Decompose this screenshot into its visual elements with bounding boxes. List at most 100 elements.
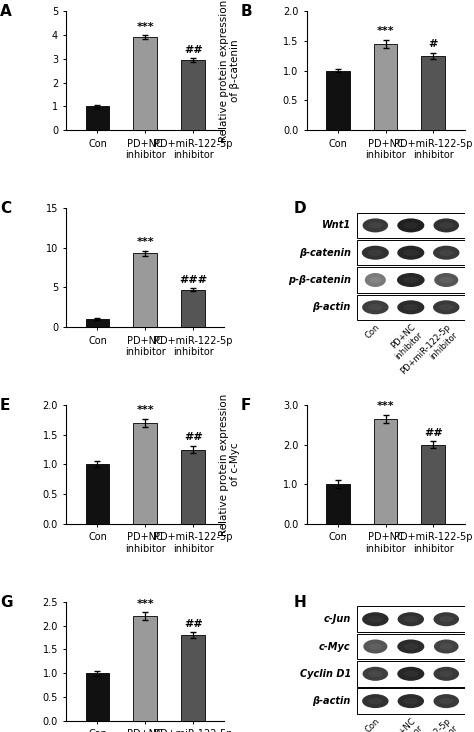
- Ellipse shape: [434, 640, 458, 654]
- Bar: [85, 673, 109, 721]
- Bar: [374, 419, 398, 524]
- Text: ##: ##: [424, 427, 443, 438]
- Ellipse shape: [368, 223, 383, 228]
- Bar: [85, 464, 109, 524]
- Text: PD+miR-122-5p
inhibitor: PD+miR-122-5p inhibitor: [399, 716, 460, 732]
- Text: ###: ###: [179, 274, 207, 285]
- Ellipse shape: [403, 643, 418, 650]
- Ellipse shape: [363, 667, 388, 681]
- Text: PD+miR-122-5p
inhibitor: PD+miR-122-5p inhibitor: [399, 322, 460, 384]
- Text: Con: Con: [364, 716, 382, 732]
- Ellipse shape: [439, 223, 453, 228]
- Ellipse shape: [403, 277, 419, 283]
- Text: p-β-catenin: p-β-catenin: [288, 275, 351, 285]
- Ellipse shape: [434, 273, 458, 287]
- Bar: [357, 634, 465, 660]
- Ellipse shape: [433, 218, 459, 233]
- Text: β-actin: β-actin: [312, 696, 351, 706]
- Text: D: D: [294, 201, 307, 216]
- Text: c-Jun: c-Jun: [323, 614, 351, 624]
- Ellipse shape: [397, 667, 424, 681]
- Ellipse shape: [439, 643, 453, 650]
- Text: ***: ***: [137, 22, 154, 31]
- Ellipse shape: [433, 667, 459, 681]
- Ellipse shape: [397, 300, 424, 314]
- Text: β-catenin: β-catenin: [299, 247, 351, 258]
- Bar: [181, 60, 205, 130]
- Ellipse shape: [368, 250, 383, 256]
- Ellipse shape: [433, 300, 459, 314]
- Text: PD+NC
inhibitor: PD+NC inhibitor: [386, 716, 425, 732]
- Ellipse shape: [397, 218, 424, 233]
- Bar: [133, 422, 157, 524]
- Text: ***: ***: [137, 599, 154, 608]
- Ellipse shape: [433, 694, 459, 708]
- Text: ***: ***: [137, 405, 154, 415]
- Bar: [357, 267, 465, 293]
- Text: G: G: [0, 594, 12, 610]
- Text: ***: ***: [137, 237, 154, 247]
- Bar: [133, 616, 157, 721]
- Bar: [181, 449, 205, 524]
- Text: ##: ##: [184, 619, 202, 629]
- Text: E: E: [0, 397, 10, 413]
- Bar: [357, 661, 465, 687]
- Text: H: H: [294, 594, 307, 610]
- Bar: [421, 444, 446, 524]
- Bar: [85, 106, 109, 130]
- Ellipse shape: [403, 616, 418, 622]
- Ellipse shape: [440, 277, 453, 283]
- Text: Wnt1: Wnt1: [322, 220, 351, 231]
- Y-axis label: Relative protein expression
of c-Myc: Relative protein expression of c-Myc: [219, 393, 240, 536]
- Bar: [357, 688, 465, 714]
- Bar: [326, 71, 350, 130]
- Text: F: F: [240, 397, 251, 413]
- Text: ##: ##: [184, 433, 202, 442]
- Text: ***: ***: [377, 401, 394, 411]
- Bar: [181, 635, 205, 721]
- Text: c-Myc: c-Myc: [319, 641, 351, 651]
- Ellipse shape: [433, 612, 459, 627]
- Text: B: B: [240, 4, 252, 19]
- Bar: [133, 37, 157, 130]
- Ellipse shape: [362, 612, 389, 627]
- Text: Con: Con: [364, 322, 382, 340]
- Ellipse shape: [439, 671, 453, 677]
- Ellipse shape: [368, 698, 383, 704]
- Text: Cyclin D1: Cyclin D1: [300, 669, 351, 679]
- Text: β-actin: β-actin: [312, 302, 351, 313]
- Ellipse shape: [368, 304, 383, 310]
- Bar: [357, 213, 465, 238]
- Bar: [181, 290, 205, 327]
- Ellipse shape: [397, 640, 424, 654]
- Ellipse shape: [403, 223, 418, 228]
- Ellipse shape: [398, 694, 424, 708]
- Ellipse shape: [439, 304, 454, 310]
- Bar: [374, 44, 398, 130]
- Ellipse shape: [370, 277, 381, 283]
- Ellipse shape: [439, 250, 454, 256]
- Ellipse shape: [363, 218, 388, 233]
- Text: ***: ***: [377, 26, 394, 36]
- Bar: [357, 294, 465, 320]
- Text: C: C: [0, 201, 11, 216]
- Ellipse shape: [397, 246, 424, 260]
- Ellipse shape: [369, 643, 382, 650]
- Bar: [133, 253, 157, 327]
- Ellipse shape: [362, 694, 389, 708]
- Ellipse shape: [403, 304, 418, 310]
- Ellipse shape: [368, 671, 383, 677]
- Y-axis label: Relative protein expression
of β-catenin: Relative protein expression of β-catenin: [219, 0, 240, 142]
- Ellipse shape: [365, 273, 386, 287]
- Ellipse shape: [403, 671, 418, 677]
- Ellipse shape: [363, 640, 387, 654]
- Ellipse shape: [368, 616, 383, 622]
- Text: A: A: [0, 4, 12, 19]
- Text: #: #: [428, 40, 438, 49]
- Bar: [357, 240, 465, 266]
- Ellipse shape: [403, 698, 418, 704]
- Ellipse shape: [433, 246, 459, 260]
- Ellipse shape: [398, 612, 424, 627]
- Ellipse shape: [439, 698, 453, 704]
- Ellipse shape: [403, 250, 418, 256]
